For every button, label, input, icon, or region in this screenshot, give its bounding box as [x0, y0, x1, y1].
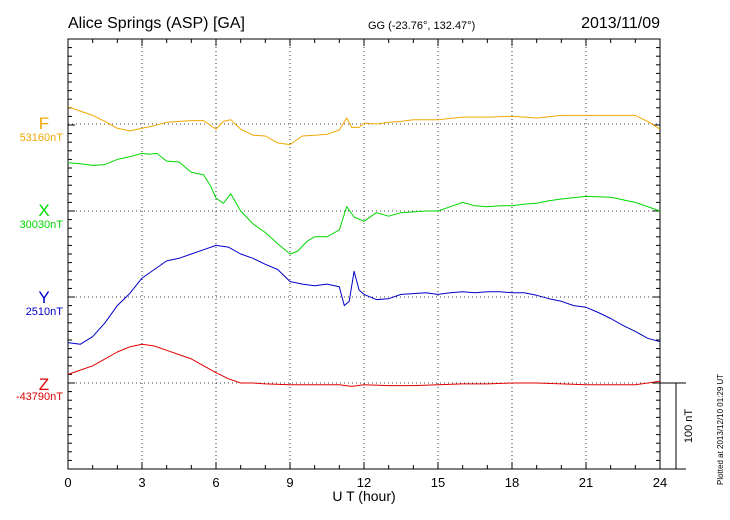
x-tick-label: 6 [212, 475, 219, 490]
x-axis-label: U T (hour) [332, 488, 395, 504]
series-line-z [67, 343, 661, 387]
series-line-x [67, 152, 661, 255]
series-baseline-z: -43790nT [16, 391, 63, 403]
x-tick-label: 21 [579, 475, 593, 490]
x-tick-label: 3 [138, 475, 145, 490]
plotted-credit: Plotted at 2013/12/10 01:29 UT [716, 374, 725, 485]
scale-bar: 100 nT [660, 382, 695, 470]
series-baseline-y: 2510nT [26, 306, 64, 318]
date-label: 2013/11/09 [581, 15, 660, 32]
series-name-f: F [39, 114, 49, 133]
x-tick-label: 9 [286, 475, 293, 490]
x-tick-label: 24 [653, 475, 667, 490]
series-line-y [67, 244, 661, 345]
series-line-f [67, 106, 661, 146]
series-name-z: Z [39, 375, 49, 394]
grid [68, 39, 660, 469]
x-tick-label: 0 [64, 475, 71, 490]
x-tick-label: 12 [357, 475, 371, 490]
scale-bar-label: 100 nT [683, 409, 695, 444]
station-title: Alice Springs (ASP) [GA] [68, 15, 245, 32]
axis-ticks: 0 3 6 9 12 15 18 21 24 [64, 39, 667, 490]
series-baseline-x: 30030nT [20, 219, 64, 231]
x-tick-label: 15 [431, 475, 445, 490]
coordinates-label: GG (-23.76°, 132.47°) [368, 20, 475, 32]
series-name-x: X [38, 201, 49, 220]
x-tick-label: 18 [505, 475, 519, 490]
series-name-y: Y [38, 288, 49, 307]
series-group [67, 106, 661, 387]
series-baseline-f: 53160nT [20, 132, 64, 144]
